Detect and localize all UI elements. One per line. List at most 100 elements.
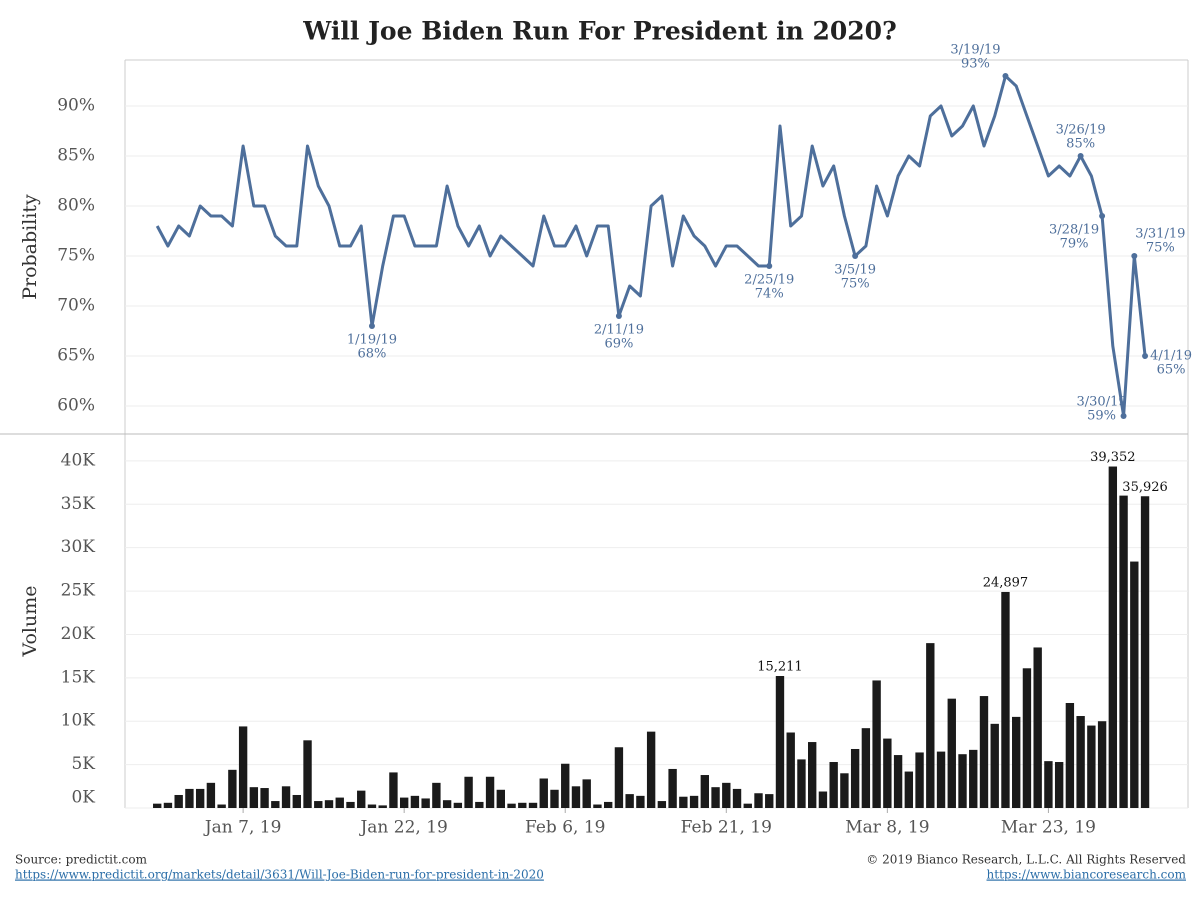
annotation-value: 75% (1146, 241, 1175, 256)
site-url[interactable]: https://www.biancoresearch.com (987, 868, 1187, 882)
y-tick-label: 85% (57, 146, 95, 166)
bar (743, 803, 752, 808)
bar (1022, 668, 1032, 808)
bar (496, 789, 505, 808)
bar (775, 676, 785, 808)
bar (1108, 466, 1118, 808)
point (1002, 73, 1009, 79)
source-url[interactable]: https://www.predictit.org/markets/detail… (15, 868, 544, 882)
annotation-date: 3/19/19 (950, 43, 1000, 58)
bar (303, 740, 312, 808)
bar (679, 796, 688, 808)
bar (217, 804, 226, 808)
bar (314, 801, 323, 808)
bar (722, 782, 731, 808)
annotation-date: 4/1/19 (1150, 349, 1192, 364)
bar-value-label: 35,926 (1122, 480, 1168, 495)
bar (528, 802, 538, 808)
bar (324, 800, 334, 808)
bar (646, 731, 656, 808)
x-tick-label: Mar 8, 19 (845, 818, 929, 838)
annotation-date: 2/11/19 (594, 323, 644, 338)
point (1099, 213, 1106, 219)
bar (969, 749, 978, 808)
point (766, 263, 773, 269)
bar (765, 794, 774, 808)
y-tick-label: 75% (57, 246, 95, 266)
bar (475, 801, 484, 808)
bar (421, 798, 430, 808)
bar (260, 788, 269, 808)
bar (700, 775, 710, 808)
y-tick-label: 40K (61, 450, 96, 470)
bar (550, 789, 559, 808)
point (1077, 153, 1084, 159)
annotation-value: 65% (1157, 363, 1186, 378)
bar (1119, 495, 1128, 808)
bar (1130, 561, 1139, 808)
bar (485, 776, 495, 808)
y-tick-label: 90% (57, 96, 95, 116)
line (155, 74, 1147, 418)
bar (636, 795, 645, 808)
bar (872, 680, 881, 808)
bar (346, 801, 355, 808)
bar (367, 804, 377, 808)
x-tick-label: Feb 6, 19 (525, 818, 605, 838)
chart-title: Will Joe Biden Run For President in 2020… (302, 17, 896, 46)
bar (840, 773, 849, 808)
y-tick-label: 5K (71, 754, 95, 774)
bar (883, 738, 892, 808)
bar (561, 763, 570, 808)
annotation-date: 3/30/19 (1077, 395, 1127, 410)
bar (357, 790, 366, 808)
bar (335, 797, 344, 808)
bar (625, 794, 634, 808)
point (1142, 353, 1149, 359)
bar (732, 788, 742, 808)
y-axis-title: Probability (19, 194, 41, 300)
bar (453, 802, 463, 808)
y-tick-label: 25K (61, 581, 96, 601)
bar-value-label: 24,897 (983, 575, 1029, 590)
annotation-value: 69% (604, 337, 633, 352)
bar (668, 768, 677, 808)
annotation-date: 3/31/19 (1135, 227, 1185, 242)
annotation-date: 3/26/19 (1056, 123, 1106, 138)
bar (990, 723, 999, 808)
bar (797, 759, 806, 808)
bar (786, 732, 795, 808)
bar (936, 751, 946, 808)
y-axis-title: Volume (19, 586, 41, 658)
bar (281, 786, 291, 808)
bar (818, 791, 828, 808)
y-tick-label: 15K (61, 667, 96, 687)
point (852, 253, 859, 259)
bar (1097, 721, 1107, 808)
bar (206, 782, 216, 808)
bar (829, 762, 838, 808)
annotation-value: 75% (841, 277, 870, 292)
bar (292, 794, 301, 808)
x-tick-label: Feb 21, 19 (681, 818, 772, 838)
annotation-value: 68% (358, 347, 387, 362)
bar (1012, 716, 1021, 808)
bar (507, 803, 516, 808)
bar (1001, 591, 1010, 808)
bar (861, 728, 871, 808)
bar (958, 754, 967, 808)
bar (389, 772, 398, 808)
bar (926, 643, 935, 808)
y-tick-label: 20K (61, 624, 96, 644)
point (615, 313, 622, 319)
source: Source: predictit.com (15, 853, 148, 867)
bar (582, 779, 591, 808)
bar (979, 696, 989, 808)
annotation-value: 59% (1087, 409, 1116, 424)
bar (711, 787, 720, 808)
annotation-date: 3/5/19 (834, 263, 876, 278)
bar (410, 795, 420, 808)
bar (271, 801, 280, 808)
bar (228, 769, 237, 808)
bar-value-label: 39,352 (1090, 450, 1136, 465)
